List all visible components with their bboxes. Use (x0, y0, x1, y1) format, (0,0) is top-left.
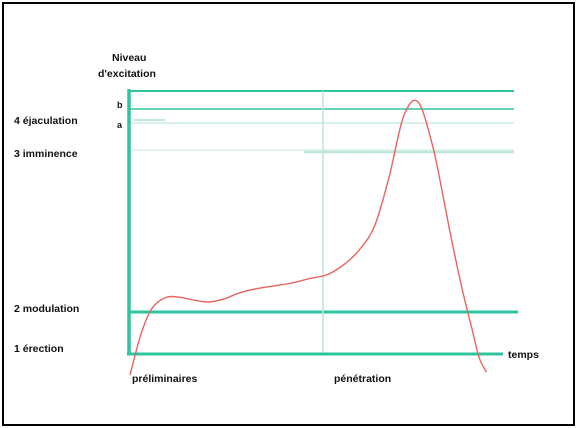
x-phase-label-penetration: pénétration (334, 373, 391, 385)
y-level-label-erection: 1 érection (14, 343, 64, 355)
marker-label-b: b (117, 100, 123, 110)
excitation-curve-line (129, 99, 488, 376)
y-level-label-ejaculation: 4 éjaculation (14, 115, 78, 127)
x-axis-title: temps (508, 349, 539, 361)
y-axis-title-line-2: d'excitation (98, 68, 156, 80)
marker-label-a: a (117, 120, 123, 130)
y-level-label-modulation: 2 modulation (14, 303, 79, 315)
y-axis-title-line-1: Niveau (112, 52, 146, 64)
x-phase-label-preliminaires: préliminaires (132, 373, 198, 385)
y-level-label-imminence: 3 imminence (14, 148, 78, 160)
